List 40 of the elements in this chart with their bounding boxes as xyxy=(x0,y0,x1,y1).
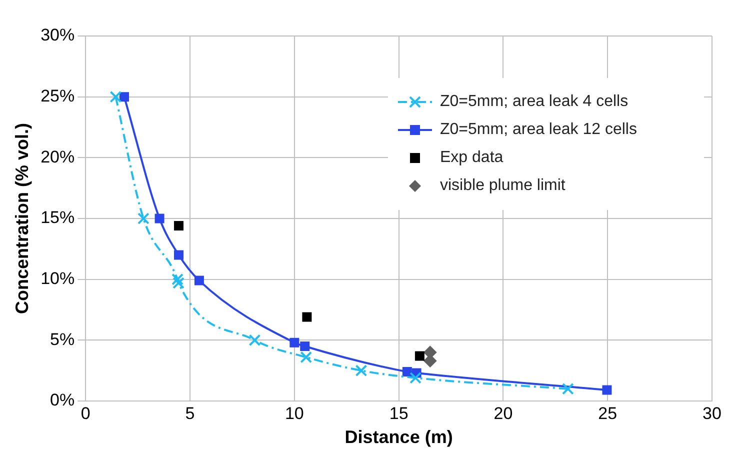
x-tick-label: 0 xyxy=(80,404,90,423)
point xyxy=(194,276,204,286)
y-tick-label: 25% xyxy=(40,86,75,106)
point xyxy=(110,90,122,103)
point xyxy=(174,250,184,260)
legend-label: visible plume limit xyxy=(440,177,566,195)
x-tick-label: 5 xyxy=(185,404,195,423)
y-tick-label: 0% xyxy=(50,390,75,410)
point xyxy=(302,312,312,322)
x-tick-label: 30 xyxy=(702,404,722,423)
point xyxy=(602,385,612,395)
point xyxy=(300,342,310,351)
point xyxy=(402,367,412,377)
point xyxy=(154,214,164,224)
point xyxy=(410,372,422,384)
point xyxy=(138,212,150,224)
x-tick-label: 10 xyxy=(284,404,304,423)
x-tick-label: 25 xyxy=(598,404,618,423)
y-tick-label: 5% xyxy=(50,330,75,349)
legend-label: Exp data xyxy=(440,149,504,167)
y-tick-label: 15% xyxy=(40,208,75,228)
legend-label: Z0=5mm; area leak 4 cells xyxy=(440,93,628,111)
point xyxy=(172,277,184,289)
point xyxy=(172,273,184,286)
y-tick-label: 20% xyxy=(40,147,75,166)
y-tick-label: 30% xyxy=(40,26,75,45)
point xyxy=(174,221,184,231)
point xyxy=(248,334,261,346)
point xyxy=(120,92,129,102)
x-tick-label: 15 xyxy=(389,404,408,423)
point xyxy=(562,382,574,395)
point xyxy=(355,364,368,377)
y-axis-title: Concentration (% vol.) xyxy=(12,122,32,314)
x-tick-label: 20 xyxy=(494,404,513,423)
point xyxy=(290,338,300,348)
point xyxy=(300,351,312,364)
legend-label: Z0=5mm; area leak 12 cells xyxy=(440,121,637,139)
x-axis-title: Distance (m) xyxy=(344,427,453,448)
y-tick-label: 10% xyxy=(40,269,75,288)
point xyxy=(414,351,424,361)
